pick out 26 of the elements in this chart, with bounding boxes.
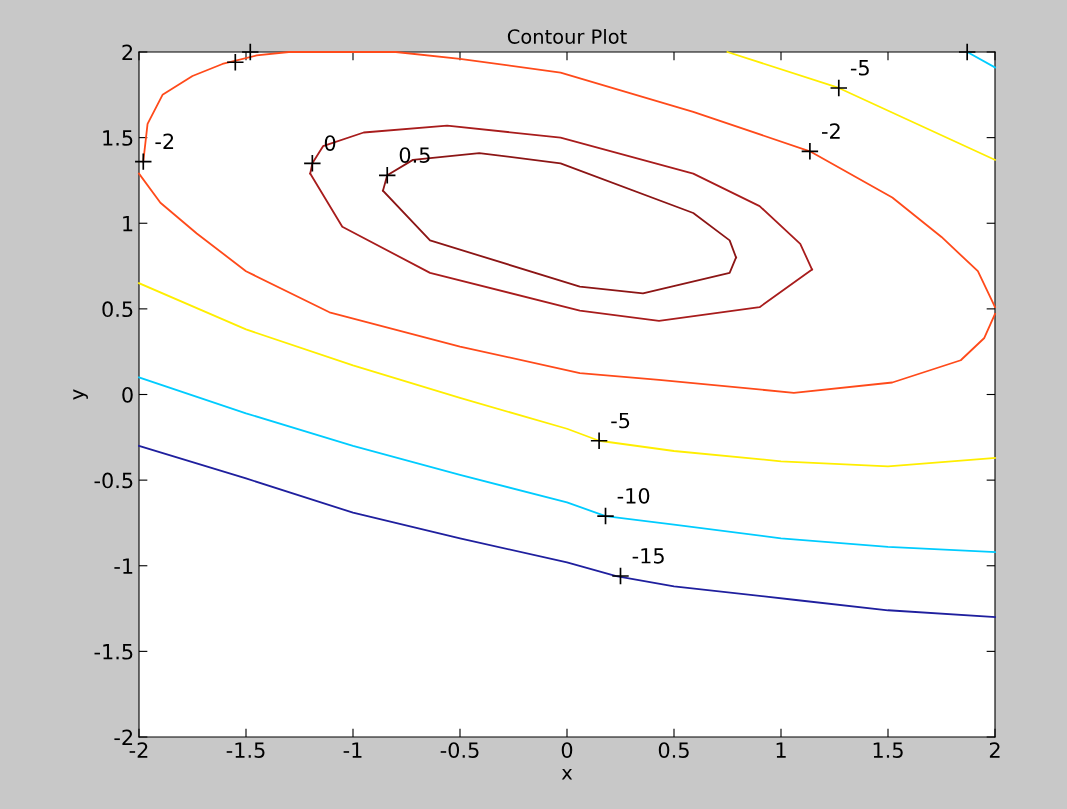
y-axis-title: y	[73, 389, 88, 400]
y-tick-label: -0.5	[94, 472, 133, 489]
annotation: -5	[850, 60, 869, 76]
x-tick-label: 0.5	[658, 742, 689, 758]
x-tick-label: -1	[343, 742, 362, 758]
y-tick-label: -1	[114, 558, 133, 574]
x-tick-label: 2	[989, 742, 1000, 758]
chart-title: Contour Plot	[507, 28, 627, 44]
y-tick-label: 1.5	[103, 130, 133, 146]
y-tick-label: -1.5	[94, 644, 133, 660]
y-tick-label: 1	[123, 215, 133, 232]
x-tick-label: 0	[561, 742, 573, 758]
y-tick-label: 2	[122, 44, 133, 60]
y-tick-label: 0.5	[102, 301, 133, 318]
x-axis-title: x	[561, 768, 573, 780]
annotation: 0.5	[399, 147, 430, 163]
x-tick-label: 1	[776, 742, 786, 758]
x-tick-label: -0.5	[440, 742, 479, 758]
annotation: -2	[155, 133, 174, 149]
x-tick-label: 1.5	[873, 742, 903, 758]
annotation: -10	[617, 487, 650, 504]
annotation: -2	[822, 123, 840, 139]
x-tick-label: -1.5	[226, 742, 265, 758]
annotation: -5	[611, 412, 630, 429]
annotation: -15	[632, 548, 664, 564]
y-tick-label: 0	[122, 386, 133, 403]
